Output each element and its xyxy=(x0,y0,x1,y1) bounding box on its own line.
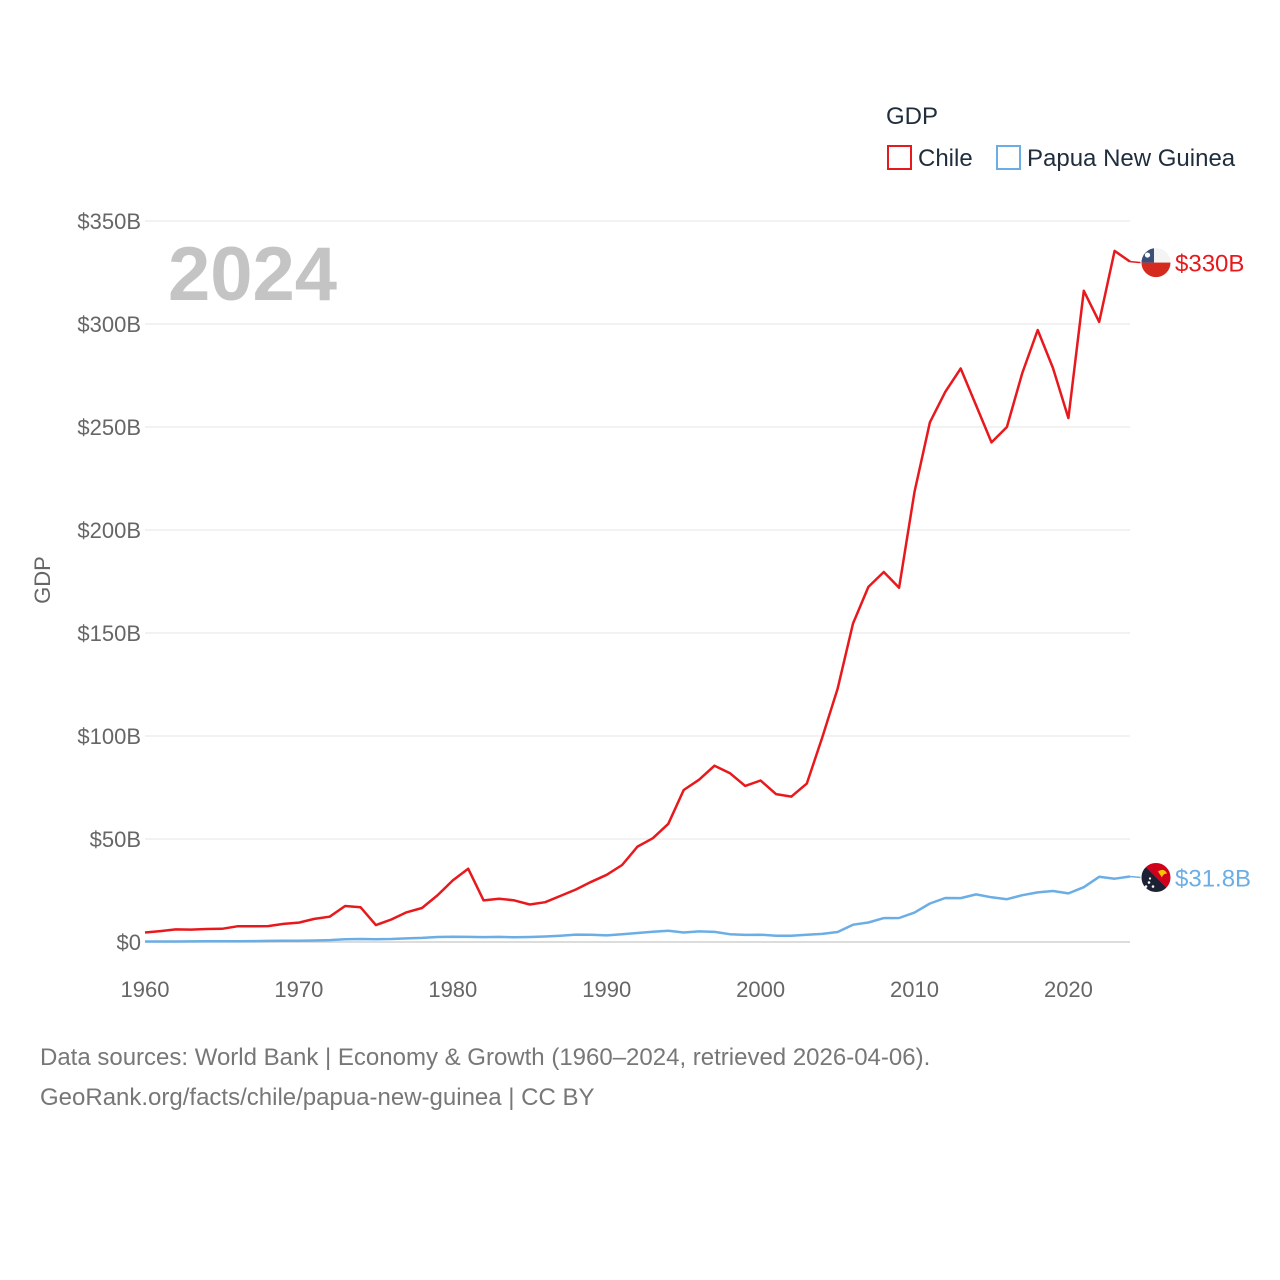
chile-flag-icon xyxy=(1140,247,1172,279)
series-line-chile[interactable] xyxy=(144,249,1131,934)
y-tick-label: $300B xyxy=(77,312,141,337)
legend-swatch-papua-new-guinea[interactable] xyxy=(996,145,1021,170)
legend-swatch-chile[interactable] xyxy=(887,145,912,170)
legend-label-papua-new-guinea[interactable]: Papua New Guinea xyxy=(1027,145,1236,172)
end-connector-papua-new-guinea xyxy=(1129,875,1142,879)
x-tick-label: 2020 xyxy=(1044,977,1093,1002)
x-axis-ticks: 1960 1970 1980 1990 2000 2010 2020 xyxy=(121,977,1093,1002)
x-tick-label: 2010 xyxy=(890,977,939,1002)
legend-title: GDP xyxy=(886,103,938,130)
y-tick-label: $0 xyxy=(117,930,141,955)
series-line-papua-new-guinea[interactable] xyxy=(145,875,1131,943)
y-tick-label: $100B xyxy=(77,724,141,749)
papua-new-guinea-flag-icon xyxy=(1140,861,1172,893)
legend: GDP Chile Papua New Guinea xyxy=(886,103,1236,172)
x-tick-label: 2000 xyxy=(736,977,785,1002)
x-tick-label: 1970 xyxy=(274,977,323,1002)
footer-attribution: GeoRank.org/facts/chile/papua-new-guinea… xyxy=(40,1084,595,1111)
y-axis-ticks: $0 $50B $100B $150B $200B $250B $300B $350B xyxy=(77,209,141,955)
y-tick-label: $150B xyxy=(77,621,141,646)
series-lines xyxy=(144,249,1131,943)
end-value-label-chile: $330B xyxy=(1175,251,1244,278)
footer-sources: Data sources: World Bank | Economy & Gro… xyxy=(40,1044,931,1071)
y-tick-label: $350B xyxy=(77,209,141,234)
y-tick-label: $250B xyxy=(77,415,141,440)
x-tick-label: 1990 xyxy=(582,977,631,1002)
end-connector-chile xyxy=(1129,260,1142,264)
end-value-label-papua-new-guinea: $31.8B xyxy=(1175,865,1251,892)
legend-label-chile[interactable]: Chile xyxy=(918,145,973,172)
x-tick-label: 1980 xyxy=(428,977,477,1002)
y-axis-label: GDP xyxy=(30,556,55,604)
grid-lines xyxy=(145,220,1130,840)
x-tick-label: 1960 xyxy=(121,977,170,1002)
y-tick-label: $200B xyxy=(77,518,141,543)
series-end-markers: $330B $31.8B xyxy=(1129,247,1251,893)
year-display: 2024 xyxy=(168,232,337,317)
y-tick-label: $50B xyxy=(90,827,141,852)
